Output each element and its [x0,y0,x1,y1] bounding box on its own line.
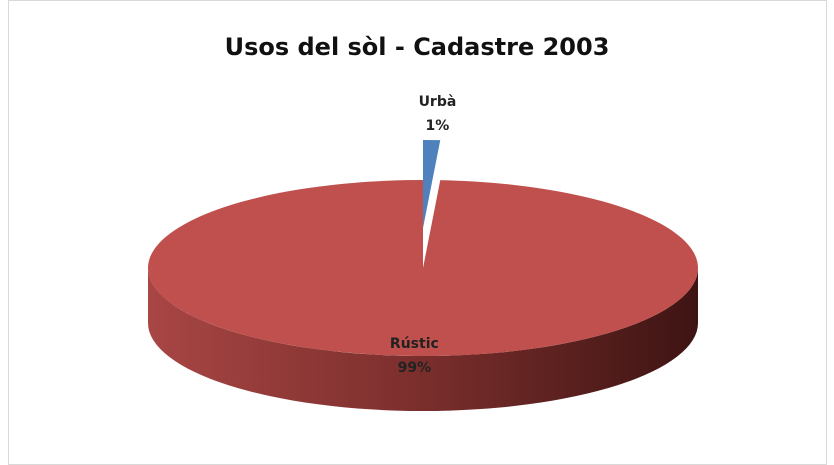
slice-side [148,268,698,411]
slice [147,180,698,357]
slice [423,140,441,228]
pie [147,140,698,411]
data-label-category: Urbà [419,94,457,110]
chart-title: Usos del sòl - Cadastre 2003 [225,33,610,61]
data-label: 1% [426,118,450,134]
data-label: 99% [398,360,432,376]
data-label-category: Rústic [390,336,439,352]
